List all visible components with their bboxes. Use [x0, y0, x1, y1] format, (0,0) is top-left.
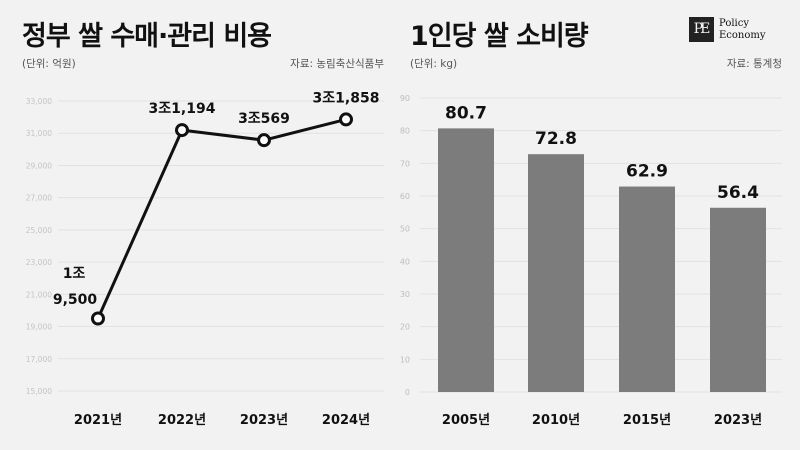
cost-y-tick-label: 19,000 [26, 323, 52, 332]
consumption-bar [710, 207, 766, 392]
consumption-chart-unit: (단위: kg) [410, 58, 458, 70]
consumption-x-tick-label: 2010년 [532, 413, 580, 428]
cost-chart-unit: (단위: 억원) [22, 58, 76, 70]
consumption-y-tick-label: 50 [400, 225, 410, 234]
consumption-x-tick-label: 2015년 [623, 413, 671, 428]
policy-economy-logo: PE Policy Economy [689, 17, 766, 42]
cost-y-tick-label: 29,000 [26, 161, 52, 170]
cost-x-tick-label: 2023년 [240, 413, 288, 428]
logo-line-1: Policy [719, 17, 749, 29]
logo-line-2: Economy [719, 29, 766, 41]
consumption-chart-title: 1인당 쌀 소비량 [410, 21, 589, 52]
cost-data-label: 3조569 [238, 111, 290, 127]
cost-x-tick-label: 2022년 [158, 413, 206, 428]
consumption-y-tick-label: 90 [400, 94, 410, 103]
cost-data-point [91, 311, 105, 326]
consumption-y-tick-label: 60 [400, 192, 410, 201]
consumption-y-tick-label: 30 [400, 290, 410, 299]
consumption-x-tick-label: 2023년 [714, 413, 762, 428]
logo-wordmark: Policy Economy [719, 18, 766, 42]
consumption-y-tick-label: 80 [400, 127, 410, 136]
cost-y-tick-label: 27,000 [26, 194, 52, 203]
cost-y-tick-label: 33,000 [26, 97, 52, 106]
logo-mark-icon: PE [689, 17, 714, 42]
consumption-y-tick-label: 20 [400, 323, 410, 332]
cost-data-label: 3조1,194 [149, 101, 216, 117]
consumption-data-label: 72.8 [535, 129, 577, 149]
cost-x-tick-label: 2021년 [74, 413, 122, 428]
cost-y-tick-label: 31,000 [26, 129, 52, 138]
cost-data-label: 1조 [63, 266, 86, 282]
cost-y-tick-label: 15,000 [26, 387, 52, 396]
cost-x-tick-label: 2024년 [322, 413, 370, 428]
cost-line-chart: 15,000 17,000 19,000 21,000 23,000 25,000 27,0… [26, 90, 384, 428]
cost-chart-title: 정부 쌀 수매·관리 비용 [22, 21, 272, 52]
cost-series-line [96, 117, 347, 320]
consumption-y-tick-label: 0 [405, 388, 410, 397]
cost-y-tick-label: 25,000 [26, 226, 52, 235]
consumption-y-tick-label: 10 [400, 355, 410, 364]
consumption-data-label: 80.7 [445, 103, 487, 123]
cost-chart-source: 자료: 농림축산식품부 [290, 58, 384, 70]
cost-data-point [339, 112, 353, 127]
consumption-chart-panel: 0 10 20 30 40 50 60 70 80 90 80.7 2005년 72.8 2010년 62.… [400, 0, 800, 450]
cost-y-tick-label: 17,000 [26, 355, 52, 364]
consumption-x-tick-label: 2005년 [442, 413, 490, 428]
consumption-bar [528, 154, 584, 392]
cost-data-label: 9,500 [53, 292, 98, 308]
cost-data-point [175, 123, 189, 138]
consumption-bar [438, 128, 494, 392]
consumption-bar-chart: 0 10 20 30 40 50 60 70 80 90 80.7 2005년 72.8 2010년 62.… [400, 94, 782, 428]
consumption-chart-source: 자료: 통계청 [726, 58, 782, 70]
consumption-y-tick-label: 70 [400, 159, 410, 168]
consumption-data-label: 56.4 [717, 183, 759, 203]
consumption-bar [619, 186, 675, 392]
cost-y-tick-label: 21,000 [26, 290, 52, 299]
cost-chart-panel: 15,000 17,000 19,000 21,000 23,000 25,000 27,0… [22, 21, 384, 428]
consumption-y-tick-label: 40 [400, 257, 410, 266]
cost-data-label: 3조1,858 [313, 90, 380, 106]
consumption-data-label: 62.9 [626, 162, 668, 182]
cost-y-tick-label: 23,000 [26, 258, 52, 267]
cost-data-point [257, 133, 271, 148]
